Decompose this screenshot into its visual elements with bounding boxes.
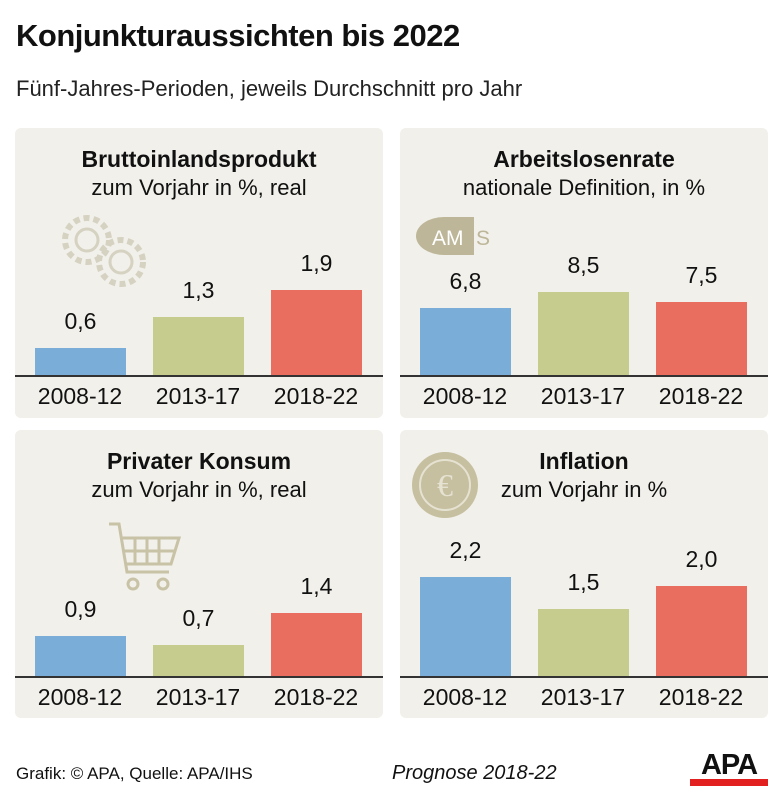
source-credit: Grafik: © APA, Quelle: APA/IHS: [16, 764, 253, 783]
chart-title: Arbeitslosenrate: [493, 146, 675, 172]
bar-2018-22: [271, 289, 362, 375]
value-label: 0,9: [64, 595, 97, 622]
ams-logo: AM S: [414, 215, 506, 262]
bar-2013-17: [153, 644, 244, 676]
value-label: 0,6: [64, 308, 97, 334]
category-label: 2013-17: [155, 684, 241, 710]
bar-2008-12: [420, 308, 511, 375]
svg-text:AM: AM: [432, 227, 464, 250]
category-label: 2008-12: [37, 684, 123, 710]
value-label: 1,9: [300, 249, 333, 276]
chart-panel-2: Privater Konsum zum Vorjahr in %, real 0…: [15, 430, 383, 718]
chart-title: Bruttoinlandsprodukt: [81, 146, 317, 172]
value-label: 8,5: [567, 251, 600, 278]
chart-subtitle: zum Vorjahr in %, real: [91, 175, 307, 200]
page-title: Konjunkturaussichten bis 2022: [16, 18, 460, 53]
value-label: 0,7: [182, 604, 215, 631]
chart-title: Inflation: [539, 448, 629, 474]
chart-baseline: [15, 676, 383, 678]
category-label: 2018-22: [658, 383, 744, 409]
category-label: 2008-12: [422, 383, 508, 409]
shopping-cart-icon: [107, 520, 182, 605]
bar-2008-12: [420, 577, 511, 676]
category-label: 2008-12: [422, 684, 508, 710]
chart-baseline: [400, 676, 768, 678]
chart-baseline: [400, 375, 768, 377]
value-label: 1,4: [300, 573, 333, 599]
bar-2013-17: [538, 608, 629, 676]
bar-2008-12: [35, 635, 126, 676]
chart-baseline: [15, 375, 383, 377]
value-label: 2,0: [685, 546, 718, 572]
chart-panel-3: Inflation zum Vorjahr in % € 2,2 2008-12…: [400, 430, 768, 718]
value-label: 2,2: [449, 537, 482, 563]
apa-logo: APA: [690, 751, 768, 786]
bar-2013-17: [538, 291, 629, 375]
svg-text:€: €: [437, 467, 453, 503]
svg-text:S: S: [476, 227, 490, 250]
chart-panel-0: Bruttoinlandsprodukt zum Vorjahr in %, r…: [15, 128, 383, 418]
value-label: 7,5: [685, 261, 718, 288]
bar-2018-22: [656, 586, 747, 676]
bar-2008-12: [35, 348, 126, 375]
category-label: 2018-22: [273, 383, 359, 409]
forecast-note: Prognose 2018-22: [392, 762, 557, 784]
category-label: 2013-17: [540, 684, 626, 710]
euro-coin-icon: €: [410, 450, 480, 525]
chart-subtitle: nationale Definition, in %: [462, 175, 706, 200]
category-label: 2013-17: [155, 383, 241, 409]
gears-icon: [55, 210, 155, 295]
category-label: 2018-22: [273, 684, 359, 710]
value-label: 6,8: [449, 268, 482, 295]
bar-2018-22: [656, 301, 747, 375]
category-label: 2013-17: [540, 383, 626, 409]
chart-title: Privater Konsum: [106, 448, 292, 474]
chart-subtitle: zum Vorjahr in %, real: [91, 477, 307, 502]
category-label: 2018-22: [658, 684, 744, 710]
chart-panel-1: Arbeitslosenrate nationale Definition, i…: [400, 128, 768, 418]
bar-2018-22: [271, 613, 362, 676]
value-label: 1,5: [567, 568, 600, 595]
value-label: 1,3: [182, 276, 215, 303]
chart-subtitle: zum Vorjahr in %: [500, 477, 668, 502]
page-subtitle: Fünf-Jahres-Perioden, jeweils Durchschni…: [16, 76, 523, 101]
category-label: 2008-12: [37, 383, 123, 409]
bar-2013-17: [153, 316, 244, 375]
